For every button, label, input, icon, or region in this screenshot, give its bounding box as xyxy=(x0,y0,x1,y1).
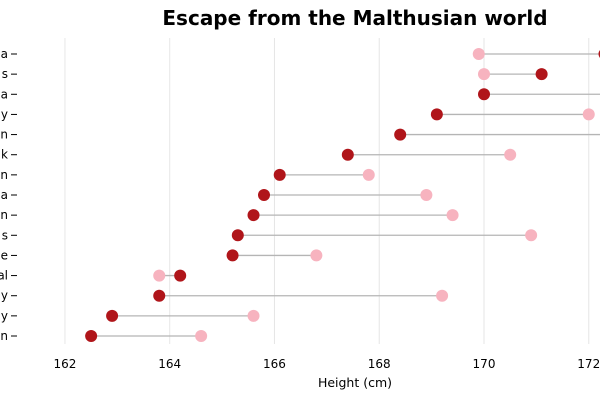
point-early xyxy=(258,189,270,201)
y-tick-label: n xyxy=(0,208,8,222)
point-early xyxy=(341,148,354,161)
point-late xyxy=(362,168,375,181)
point-late xyxy=(582,108,595,121)
y-tick-label: y xyxy=(1,289,8,303)
y-tick-label: s xyxy=(2,67,8,81)
point-early xyxy=(535,68,548,81)
point-early xyxy=(85,330,98,342)
point-early xyxy=(478,88,490,101)
y-tick-label: k xyxy=(1,148,8,162)
chart-title: Escape from the Malthusian world xyxy=(162,6,547,30)
x-tick-label: 162 xyxy=(53,357,76,371)
point-early xyxy=(106,309,119,322)
connectors xyxy=(91,53,600,337)
x-axis-label: Height (cm) xyxy=(318,375,392,390)
x-tick-label: 170 xyxy=(473,357,496,371)
point-late xyxy=(472,48,485,60)
x-tick-label: 164 xyxy=(158,357,181,371)
point-late xyxy=(436,289,449,302)
y-tick-label: a xyxy=(1,188,8,202)
y-tick-label: n xyxy=(0,128,8,142)
y-tick-label: n xyxy=(0,168,8,182)
y-tick-label: al xyxy=(0,269,8,283)
x-tick-label: 172 xyxy=(577,357,600,371)
data-points xyxy=(85,48,600,342)
point-early xyxy=(247,209,260,222)
y-tick-label: y xyxy=(1,107,8,121)
gridlines xyxy=(64,38,590,344)
y-tick-label: y xyxy=(1,309,8,323)
point-early xyxy=(174,269,187,282)
point-early xyxy=(430,108,443,121)
point-early xyxy=(153,289,166,302)
y-tick-label: n xyxy=(0,329,8,343)
x-tick-label: 168 xyxy=(368,357,391,371)
point-early xyxy=(226,249,239,262)
point-early xyxy=(394,128,407,141)
point-late xyxy=(478,68,490,81)
point-late xyxy=(153,269,166,282)
point-late xyxy=(420,189,433,201)
y-tick-label: a xyxy=(1,47,8,61)
x-tick-label: 166 xyxy=(263,357,286,371)
point-late xyxy=(446,209,459,222)
point-late xyxy=(195,330,208,342)
y-tick-label: a xyxy=(1,87,8,101)
y-tick-label: s xyxy=(2,228,8,242)
point-early xyxy=(273,168,286,181)
point-late xyxy=(247,309,260,322)
y-tick-label: e xyxy=(1,248,8,262)
point-late xyxy=(504,148,517,161)
point-early xyxy=(231,229,244,242)
point-late xyxy=(310,249,323,262)
point-late xyxy=(525,229,538,242)
x-tick-labels: 162 164 166 168 170 172 xyxy=(53,357,600,371)
